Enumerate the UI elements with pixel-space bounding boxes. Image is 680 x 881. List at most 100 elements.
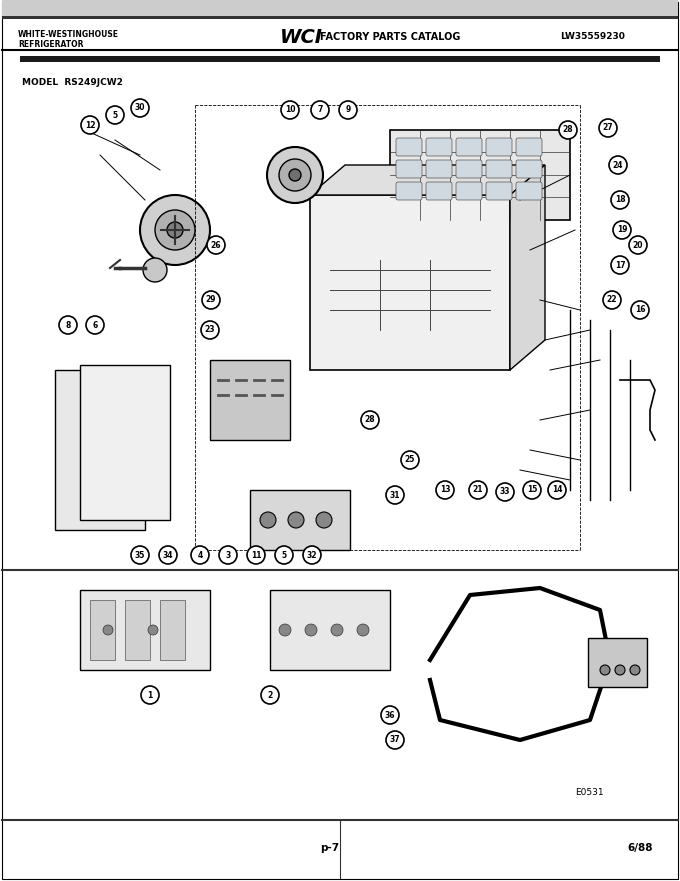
Circle shape — [303, 546, 321, 564]
Bar — [210, 360, 290, 440]
Text: 19: 19 — [617, 226, 627, 234]
Text: 5: 5 — [282, 551, 286, 559]
Text: p-7: p-7 — [320, 843, 339, 853]
FancyBboxPatch shape — [426, 138, 452, 156]
Text: 16: 16 — [634, 306, 645, 315]
Polygon shape — [310, 165, 545, 195]
Circle shape — [401, 451, 419, 469]
Circle shape — [613, 221, 631, 239]
Circle shape — [207, 236, 225, 254]
Text: 9: 9 — [345, 106, 351, 115]
Circle shape — [611, 256, 629, 274]
Bar — [2, 16, 678, 19]
Text: 23: 23 — [205, 325, 216, 335]
FancyBboxPatch shape — [426, 182, 452, 200]
Circle shape — [436, 481, 454, 499]
FancyBboxPatch shape — [396, 160, 422, 178]
Text: 30: 30 — [135, 103, 146, 113]
Circle shape — [86, 316, 104, 334]
Bar — [250, 490, 350, 550]
Text: 13: 13 — [440, 485, 450, 494]
Circle shape — [59, 316, 77, 334]
Circle shape — [630, 665, 640, 675]
Circle shape — [548, 481, 566, 499]
Text: 3: 3 — [225, 551, 231, 559]
Circle shape — [143, 258, 167, 282]
Circle shape — [106, 106, 124, 124]
Text: LW35559230: LW35559230 — [560, 32, 625, 41]
Text: WCI: WCI — [280, 28, 323, 47]
Text: 33: 33 — [500, 487, 510, 497]
FancyBboxPatch shape — [516, 160, 542, 178]
Circle shape — [131, 546, 149, 564]
FancyBboxPatch shape — [396, 138, 422, 156]
Bar — [80, 590, 210, 670]
FancyBboxPatch shape — [396, 182, 422, 200]
Text: 5: 5 — [112, 110, 118, 120]
Circle shape — [275, 546, 293, 564]
Circle shape — [331, 624, 343, 636]
Circle shape — [279, 624, 291, 636]
Text: 22: 22 — [607, 295, 617, 305]
Circle shape — [631, 301, 649, 319]
Text: 6/88: 6/88 — [627, 843, 653, 853]
Circle shape — [191, 546, 209, 564]
FancyBboxPatch shape — [456, 160, 482, 178]
FancyBboxPatch shape — [486, 182, 512, 200]
Circle shape — [167, 222, 183, 238]
Text: 4: 4 — [197, 551, 203, 559]
Text: 29: 29 — [206, 295, 216, 305]
Circle shape — [141, 686, 159, 704]
Circle shape — [523, 481, 541, 499]
Circle shape — [316, 512, 332, 528]
Circle shape — [381, 706, 399, 724]
Text: 25: 25 — [405, 455, 415, 464]
FancyBboxPatch shape — [456, 182, 482, 200]
FancyBboxPatch shape — [516, 182, 542, 200]
Bar — [160, 600, 185, 660]
Circle shape — [600, 665, 610, 675]
Text: 12: 12 — [85, 121, 95, 130]
Text: 8: 8 — [65, 321, 71, 329]
Circle shape — [311, 101, 329, 119]
Text: 21: 21 — [473, 485, 483, 494]
Circle shape — [559, 121, 577, 139]
Text: 2: 2 — [267, 691, 273, 700]
Circle shape — [131, 99, 149, 117]
Text: 26: 26 — [211, 241, 221, 249]
Circle shape — [81, 116, 99, 134]
FancyBboxPatch shape — [426, 160, 452, 178]
FancyBboxPatch shape — [55, 370, 145, 530]
Circle shape — [496, 483, 514, 501]
Circle shape — [289, 169, 301, 181]
Circle shape — [148, 625, 158, 635]
Text: 11: 11 — [251, 551, 261, 559]
Text: 7: 7 — [318, 106, 323, 115]
Circle shape — [609, 156, 627, 174]
Circle shape — [357, 624, 369, 636]
Text: 10: 10 — [285, 106, 295, 115]
Text: 17: 17 — [615, 261, 626, 270]
Circle shape — [267, 147, 323, 203]
Circle shape — [260, 512, 276, 528]
Circle shape — [103, 625, 113, 635]
Circle shape — [247, 546, 265, 564]
Text: E0531: E0531 — [575, 788, 604, 797]
Text: 15: 15 — [527, 485, 537, 494]
Text: 1: 1 — [148, 691, 152, 700]
Circle shape — [629, 236, 647, 254]
Text: 35: 35 — [135, 551, 146, 559]
Circle shape — [140, 195, 210, 265]
FancyBboxPatch shape — [80, 365, 170, 520]
Text: 28: 28 — [562, 125, 573, 135]
Circle shape — [615, 665, 625, 675]
Circle shape — [386, 486, 404, 504]
Circle shape — [386, 731, 404, 749]
Bar — [390, 130, 570, 220]
FancyBboxPatch shape — [486, 138, 512, 156]
FancyBboxPatch shape — [516, 138, 542, 156]
Text: 20: 20 — [633, 241, 643, 249]
Circle shape — [339, 101, 357, 119]
Circle shape — [603, 291, 621, 309]
Circle shape — [201, 321, 219, 339]
